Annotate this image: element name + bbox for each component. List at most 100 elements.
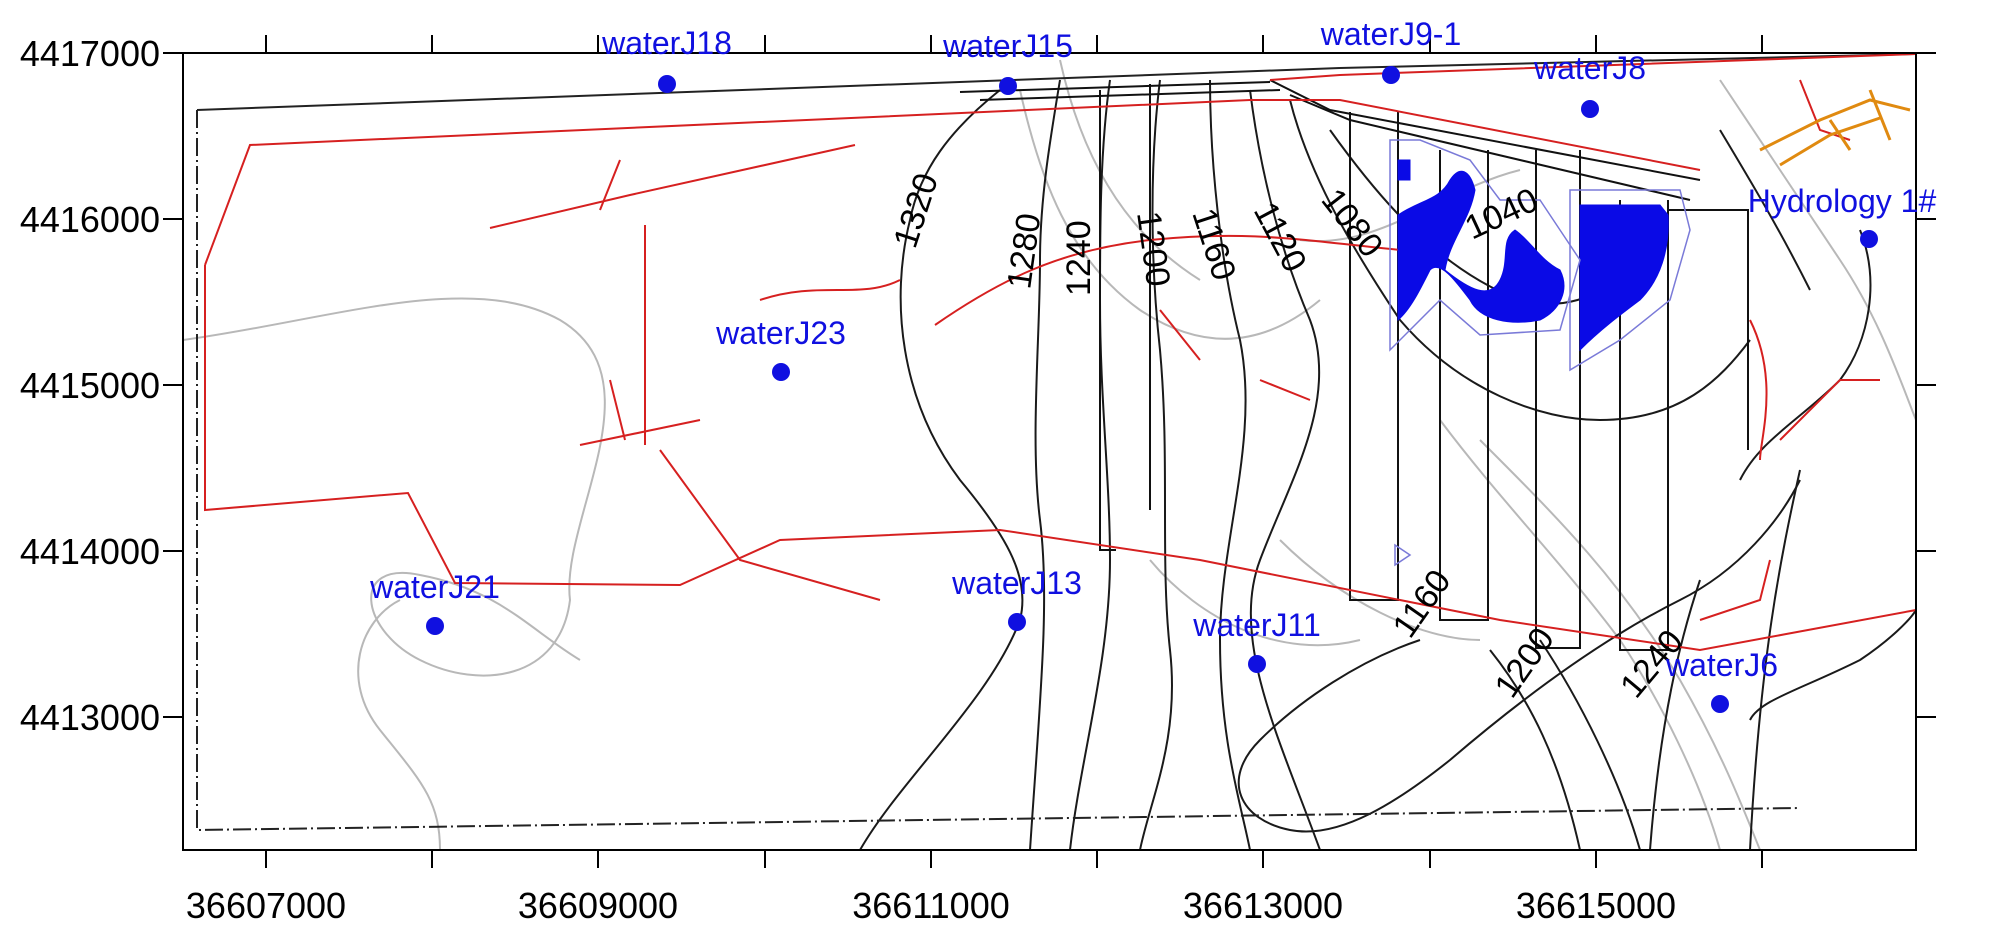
well-marker[interactable] <box>1860 230 1878 248</box>
roadway <box>1269 79 1701 181</box>
well-label: waterJ6 <box>1665 647 1778 683</box>
well-waterJ8[interactable]: waterJ8 <box>1533 50 1646 118</box>
fault-line <box>659 449 881 601</box>
contour-line <box>1719 129 1811 291</box>
well-waterJ18[interactable]: waterJ18 <box>601 25 732 93</box>
contour-line <box>1479 439 1761 849</box>
x-tick-label: 36607000 <box>186 885 346 926</box>
well-label: waterJ23 <box>715 315 846 351</box>
well-marker[interactable] <box>1581 100 1599 118</box>
mine-panel <box>1668 209 1749 450</box>
fault-line <box>759 279 901 301</box>
water-outline <box>1389 139 1581 352</box>
contour-label: 1280 <box>1000 211 1048 291</box>
contour-line <box>1019 89 1321 340</box>
well-marker[interactable] <box>1248 655 1266 673</box>
well-marker[interactable] <box>1711 695 1729 713</box>
model-boundary <box>196 54 1915 832</box>
contour-label: 1160 <box>1184 204 1243 285</box>
fault-line <box>599 159 621 211</box>
contour-line <box>1139 79 1174 849</box>
water-outline <box>1394 543 1412 567</box>
well-waterJ21[interactable]: waterJ21 <box>369 569 500 635</box>
contour-line <box>1649 579 1701 849</box>
well-waterJ23[interactable]: waterJ23 <box>715 315 846 381</box>
well-waterJ13[interactable]: waterJ13 <box>951 565 1082 631</box>
contour-line <box>1289 99 1751 422</box>
well-marker[interactable] <box>772 363 790 381</box>
fault-line <box>1699 559 1771 621</box>
well-waterJ11[interactable]: waterJ11 <box>1192 607 1321 673</box>
contour-line <box>1739 229 1872 481</box>
boundary-line <box>196 110 1801 832</box>
well-label: waterJ18 <box>601 25 732 61</box>
boundary-line <box>196 67 1341 111</box>
plot-frame <box>182 52 1917 851</box>
well-label: waterJ13 <box>951 565 1082 601</box>
well-waterJ6[interactable]: waterJ6 <box>1665 647 1778 713</box>
contour-line <box>1719 79 1915 421</box>
contour-label: 1240 <box>1060 220 1098 296</box>
light-contours <box>184 59 1915 849</box>
mine-panel <box>1619 200 1669 651</box>
water-bodies <box>1397 159 1669 352</box>
well-marker[interactable] <box>999 77 1017 95</box>
contour-label: 1320 <box>886 169 946 253</box>
well-label: waterJ21 <box>369 569 500 605</box>
contour-line <box>1069 79 1112 849</box>
contour-label: 1160 <box>1385 563 1458 645</box>
contour-line <box>357 599 441 849</box>
well-waterJ9-1[interactable]: waterJ9-1 <box>1320 16 1462 84</box>
contour-line <box>859 89 1024 849</box>
fault-line <box>489 144 856 229</box>
contour-line <box>1059 59 1201 281</box>
well-label: waterJ11 <box>1192 607 1320 643</box>
x-axis: 36607000 36609000 36611000 36613000 3661… <box>186 35 1763 926</box>
fault-line <box>934 234 1401 326</box>
wells: waterJ18 waterJ15 waterJ9-1 waterJ8 Hydr… <box>369 16 1936 713</box>
well-marker[interactable] <box>1382 66 1400 84</box>
contour-line <box>1749 469 1801 849</box>
y-axis: 4417000 4416000 4415000 4414000 4413000 <box>20 33 1936 738</box>
fault-line <box>1259 379 1311 401</box>
fault-line <box>579 419 701 446</box>
fault-line <box>204 265 1915 652</box>
fault-line <box>1749 319 1768 461</box>
well-label: waterJ9-1 <box>1320 16 1462 52</box>
contour-line <box>1149 559 1361 647</box>
well-hydrology-1[interactable]: Hydrology 1# <box>1748 183 1937 248</box>
mine-panel <box>1439 150 1489 621</box>
fault-line <box>204 99 1701 266</box>
contour-line <box>184 297 606 677</box>
structure <box>1828 119 1852 151</box>
contour-line <box>1489 649 1581 849</box>
well-label: waterJ15 <box>942 28 1073 64</box>
surface-structures <box>1759 89 1911 167</box>
contour-line <box>1539 639 1641 849</box>
y-tick-label: 4413000 <box>20 697 160 738</box>
y-tick-label: 4416000 <box>20 199 160 240</box>
dark-contours <box>859 79 1915 849</box>
contour-line <box>1249 89 1321 849</box>
y-tick-label: 4415000 <box>20 365 160 406</box>
mine-panel <box>1535 150 1581 649</box>
contour-line <box>1209 79 1251 849</box>
roadway <box>1099 90 1116 551</box>
x-tick-label: 36613000 <box>1183 885 1343 926</box>
well-marker[interactable] <box>426 617 444 635</box>
contour-line <box>1279 539 1481 641</box>
fault-line <box>1269 54 1915 81</box>
well-waterJ15[interactable]: waterJ15 <box>942 28 1073 95</box>
fault-line <box>1779 379 1880 441</box>
x-tick-label: 36615000 <box>1516 885 1676 926</box>
well-marker[interactable] <box>658 75 676 93</box>
contour-line <box>1029 79 1061 849</box>
well-marker[interactable] <box>1008 613 1026 631</box>
mine-panels <box>959 79 1749 651</box>
water-outlines <box>1389 139 1691 567</box>
fault-lines <box>204 54 1915 652</box>
mine-panel <box>1349 112 1399 601</box>
water-body <box>1397 170 1565 323</box>
water-outline <box>1569 189 1691 372</box>
